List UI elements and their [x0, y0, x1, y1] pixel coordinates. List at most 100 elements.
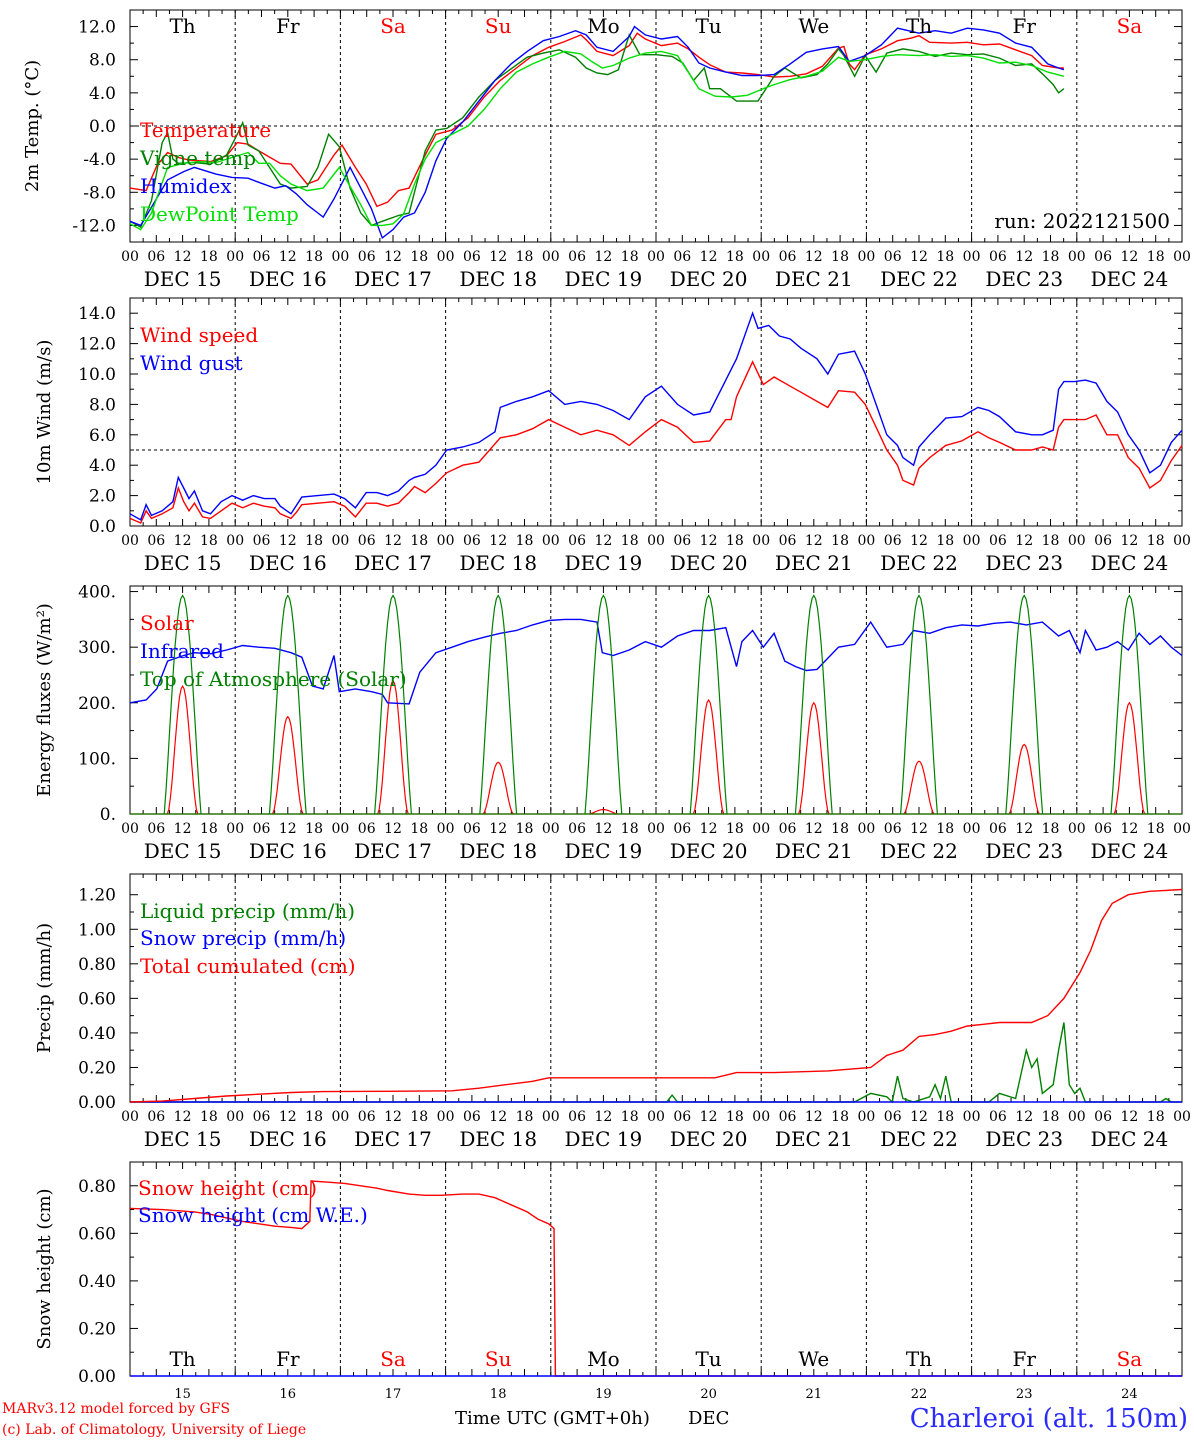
hour-tick-label: 18 [305, 533, 323, 549]
hour-tick-label: 12 [174, 821, 192, 837]
hour-tick-label: 12 [1120, 533, 1138, 549]
date-label: DEC 19 [565, 839, 643, 863]
legend-entry: Top of Atmosphere (Solar) [140, 667, 407, 691]
weekday-label: Tu [695, 14, 721, 38]
hour-tick-label: 06 [463, 821, 481, 837]
weekday-label: Sa [1117, 1347, 1143, 1371]
hour-tick-label: 00 [331, 533, 349, 549]
hour-tick-label: 12 [489, 249, 507, 265]
y-tick-label: 200. [78, 694, 116, 714]
hour-tick-label: 12 [489, 533, 507, 549]
hour-tick-label: 12 [279, 249, 297, 265]
hour-tick-label: 06 [568, 821, 586, 837]
hour-tick-label: 00 [857, 1109, 875, 1125]
energy-panel: 0. 100. 200. 300. 400. Energy fluxes (W/m²) So… [34, 583, 1191, 863]
hour-tick-label: 06 [989, 533, 1007, 549]
hour-tick-label: 06 [568, 249, 586, 265]
hour-tick-label: 06 [147, 821, 165, 837]
y-tick-label: 0.40 [78, 1272, 116, 1292]
hour-tick-label: 12 [174, 533, 192, 549]
hour-tick-label: 12 [910, 821, 928, 837]
weekday-label: Sa [1117, 14, 1143, 38]
y-tick-label: 0.60 [78, 989, 116, 1009]
precip-panel: 0.00 0.20 0.40 0.60 0.80 1.00 1.20 Precip (mm/h… [34, 873, 1191, 1151]
day-number-label: 15 [174, 1387, 191, 1402]
hour-tick-label: 18 [305, 249, 323, 265]
y-tick-label: -12.0 [72, 216, 116, 236]
date-label: DEC 15 [144, 551, 222, 575]
y-tick-label: 14.0 [78, 304, 116, 324]
hour-tick-label: 18 [936, 249, 954, 265]
hour-tick-label: 12 [384, 1109, 402, 1125]
hour-tick-label: 18 [305, 1109, 323, 1125]
hour-tick-label: 00 [1068, 249, 1086, 265]
y-tick-label: 0. [100, 805, 116, 825]
series-line-snow-height-cm- [129, 1180, 1182, 1377]
hour-tick-label: 06 [358, 1109, 376, 1125]
hour-tick-label: 12 [700, 249, 718, 265]
hour-tick-label: 06 [147, 1109, 165, 1125]
hour-tick-label: 12 [594, 1109, 612, 1125]
legend-entry: Snow precip (mm/h) [140, 926, 346, 950]
run-label: run: 2022121500 [994, 209, 1170, 233]
hour-tick-label: 00 [963, 533, 981, 549]
date-label: DEC 22 [880, 839, 958, 863]
hour-tick-label: 18 [410, 533, 428, 549]
date-label: DEC 20 [670, 551, 748, 575]
hour-tick-label: 00 [331, 1109, 349, 1125]
date-label: DEC 19 [565, 551, 643, 575]
hour-tick-label: 12 [700, 1109, 718, 1125]
y-tick-label: -8.0 [83, 183, 116, 203]
hour-tick-label: 12 [1015, 1109, 1033, 1125]
series-line-wind-speed [129, 360, 1183, 524]
date-label: DEC 20 [670, 1127, 748, 1151]
day-number-label: 17 [385, 1387, 402, 1402]
hour-tick-label: 18 [726, 1109, 744, 1125]
day-number-label: 18 [490, 1387, 507, 1402]
hour-tick-label: 12 [384, 821, 402, 837]
hour-tick-label: 06 [884, 249, 902, 265]
weekday-label: We [798, 14, 829, 38]
legend-entry: Wind gust [140, 351, 243, 375]
y-axis-label: Snow height (cm) [34, 1188, 55, 1349]
date-label: DEC 20 [670, 267, 748, 291]
hour-tick-label: 06 [1094, 533, 1112, 549]
date-label: DEC 16 [249, 839, 327, 863]
y-tick-label: 0.20 [78, 1058, 116, 1078]
date-label: DEC 16 [249, 1127, 327, 1151]
series-line-vigne-temp [129, 33, 1065, 229]
weekday-label: Su [485, 14, 512, 38]
hour-tick-label: 06 [673, 249, 691, 265]
date-label: DEC 18 [459, 1127, 537, 1151]
hour-tick-label: 18 [516, 533, 534, 549]
hour-tick-label: 18 [831, 533, 849, 549]
y-tick-label: 0.60 [78, 1224, 116, 1244]
hour-tick-label: 06 [463, 533, 481, 549]
hour-tick-label: 18 [200, 533, 218, 549]
date-label: DEC 24 [1091, 1127, 1169, 1151]
hour-tick-label: 18 [410, 1109, 428, 1125]
y-tick-label: -4.0 [83, 150, 116, 170]
hour-tick-label: 06 [253, 249, 271, 265]
date-label: DEC 23 [985, 551, 1063, 575]
hour-tick-label: 00 [542, 533, 560, 549]
station-name: Charleroi (alt. 150m) [910, 1404, 1188, 1434]
weekday-label: Su [485, 1347, 512, 1371]
hour-tick-label: 18 [516, 1109, 534, 1125]
weekday-label: Th [169, 14, 195, 38]
legend-entry: Humidex [140, 174, 232, 198]
hour-tick-label: 12 [1015, 821, 1033, 837]
model-credit: MARv3.12 model forced by GFS [2, 1401, 230, 1417]
hour-tick-label: 18 [726, 533, 744, 549]
y-tick-label: 100. [78, 749, 116, 769]
hour-tick-label: 12 [594, 533, 612, 549]
hour-tick-label: 18 [516, 821, 534, 837]
y-tick-label: 8.0 [89, 51, 116, 71]
hour-tick-label: 12 [174, 249, 192, 265]
day-number-label: 22 [911, 1387, 928, 1402]
hour-tick-label: 00 [437, 249, 455, 265]
hour-tick-label: 18 [1147, 533, 1165, 549]
hour-tick-label: 00 [331, 249, 349, 265]
hour-tick-label: 18 [621, 1109, 639, 1125]
